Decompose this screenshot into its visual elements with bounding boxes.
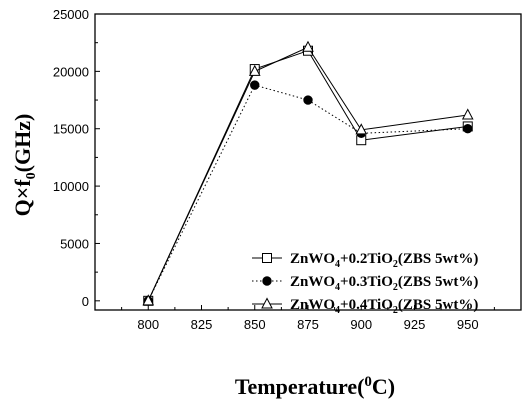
legend-label-part: ZnWO xyxy=(290,251,335,267)
legend-label-sub: 2 xyxy=(393,259,398,270)
y-tick-label: 15000 xyxy=(53,122,89,137)
legend-label: ZnWO4+0.3TiO2(ZBS 5wt%) xyxy=(290,274,478,293)
y-axis-label-tail: (GHz) xyxy=(10,114,35,173)
y-tick-label: 20000 xyxy=(53,64,89,79)
data-point xyxy=(303,95,313,105)
y-axis-label-main: Q×f xyxy=(10,179,35,217)
y-tick-label: 25000 xyxy=(53,7,89,22)
legend-marker xyxy=(262,276,272,286)
data-point xyxy=(142,294,155,306)
x-axis-ticks: 800 825 850 875 900 925 950 xyxy=(121,305,495,332)
data-point xyxy=(463,124,473,134)
x-tick-label: 875 xyxy=(297,317,319,332)
data-point xyxy=(355,123,368,135)
x-tick-label: 900 xyxy=(350,317,372,332)
legend-label-part: (ZBS 5wt%) xyxy=(398,251,478,267)
x-tick-label: 800 xyxy=(137,317,159,332)
y-axis-label: Q×f0(GHz) xyxy=(10,114,39,217)
legend-label-part: ZnWO xyxy=(290,274,335,290)
y-tick-label: 0 xyxy=(82,294,89,309)
data-point xyxy=(302,40,314,52)
series-1 xyxy=(143,80,473,306)
legend-label-part: (ZBS 5wt%) xyxy=(398,274,478,290)
x-tick-label: 925 xyxy=(404,317,426,332)
series-layer xyxy=(142,40,474,306)
legend-label: ZnWO4+0.2TiO2(ZBS 5wt%) xyxy=(290,251,478,270)
x-tick-label: 950 xyxy=(457,317,479,332)
series-line xyxy=(147,84,468,302)
legend-label-part: +0.4TiO xyxy=(340,297,393,313)
legend-label-part: +0.3TiO xyxy=(340,274,393,290)
legend-label-sub: 4 xyxy=(335,305,340,316)
y-tick-label: 10000 xyxy=(53,179,89,194)
x-tick-label: 825 xyxy=(191,317,213,332)
data-point xyxy=(250,80,260,90)
legend-label-sub: 2 xyxy=(393,282,398,293)
x-tick-label: 850 xyxy=(244,317,266,332)
y-axis-ticks: 0 5000 10000 15000 20000 25000 xyxy=(53,7,100,309)
x-axis-label-tail: C) xyxy=(372,374,395,399)
legend-label-part: +0.2TiO xyxy=(340,251,393,267)
legend-label-part: ZnWO xyxy=(290,297,335,313)
legend-label-sub: 4 xyxy=(335,259,340,270)
legend-label-part: (ZBS 5wt%) xyxy=(398,297,478,313)
data-point xyxy=(461,108,474,120)
legend-marker xyxy=(262,253,272,263)
y-tick-label: 5000 xyxy=(60,236,89,251)
legend: ZnWO4+0.2TiO2(ZBS 5wt%)ZnWO4+0.3TiO2(ZBS… xyxy=(252,251,478,316)
legend-label-sub: 4 xyxy=(335,282,340,293)
legend-label: ZnWO4+0.4TiO2(ZBS 5wt%) xyxy=(290,297,478,316)
series-2 xyxy=(142,40,474,306)
x-axis-label: Temperature(0C) xyxy=(235,374,395,399)
legend-marker xyxy=(261,297,273,309)
y-axis-label-sub: 0 xyxy=(24,172,39,179)
legend-label-sub: 2 xyxy=(393,305,398,316)
data-point xyxy=(248,64,261,76)
x-axis-label-main: Temperature( xyxy=(235,374,365,399)
x-axis-label-sup: 0 xyxy=(364,374,372,390)
